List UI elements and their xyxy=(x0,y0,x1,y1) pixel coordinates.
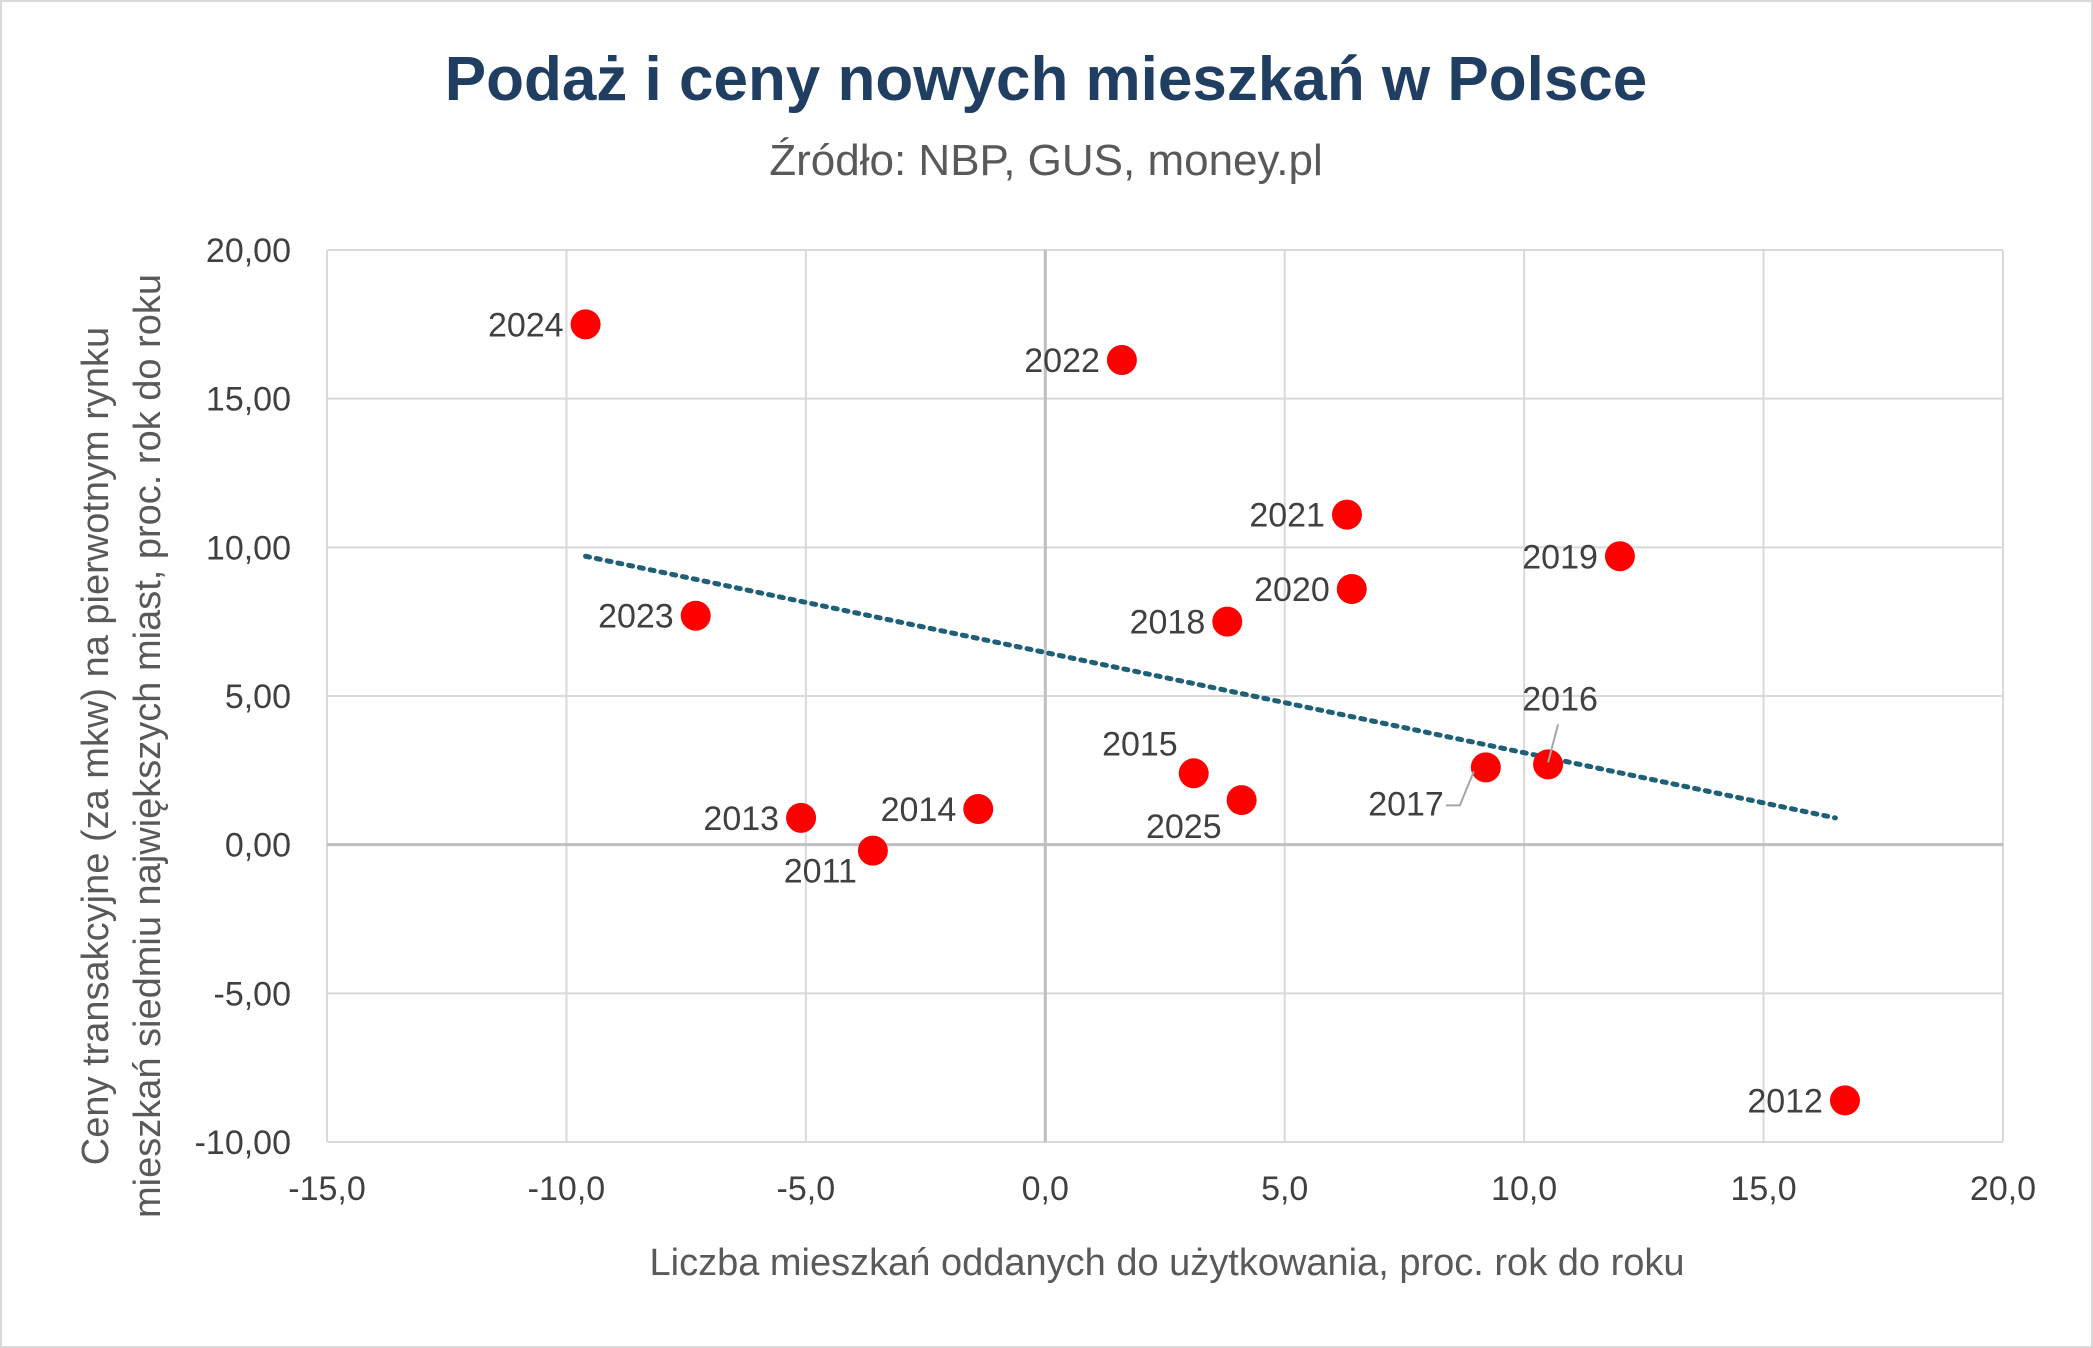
y-tick-label: -5,00 xyxy=(214,975,292,1013)
point-label-2016: 2016 xyxy=(1522,680,1598,718)
y-tick-label: 20,00 xyxy=(206,232,291,270)
point-label-2024: 2024 xyxy=(488,306,564,344)
leader-line xyxy=(1547,724,1560,763)
point-label-2011: 2011 xyxy=(784,853,857,891)
x-axis-title: Liczba mieszkań oddanych do użytkowania,… xyxy=(650,1242,1685,1284)
y-tick-label: 10,00 xyxy=(206,529,291,567)
point-label-2025: 2025 xyxy=(1146,808,1222,846)
x-tick-label: 5,0 xyxy=(1261,1170,1308,1208)
point-label-2020: 2020 xyxy=(1254,571,1330,609)
data-point-2017 xyxy=(1470,752,1501,783)
data-point-2016 xyxy=(1533,749,1564,780)
x-tick-label: -15,0 xyxy=(288,1170,366,1208)
chart-title: Podaż i ceny nowych mieszkań w Polsce xyxy=(445,45,1648,114)
y-axis-title: Ceny transakcyjne (za mkw) na pierwotnym… xyxy=(75,274,169,1218)
point-label-2022: 2022 xyxy=(1024,342,1100,380)
point-label-2021: 2021 xyxy=(1249,497,1325,535)
chart-subtitle: Źródło: NBP, GUS, money.pl xyxy=(769,136,1322,185)
data-point-2025 xyxy=(1226,785,1257,816)
x-tick-label: 10,0 xyxy=(1491,1170,1557,1208)
point-label-2017: 2017 xyxy=(1368,785,1444,823)
y-tick-label: 15,00 xyxy=(206,381,291,419)
data-point-2011 xyxy=(857,835,888,866)
point-label-2015: 2015 xyxy=(1102,725,1178,763)
tick-labels: -15,0 -10,0 -5,0 0,0 5,0 10,0 15,0 20,0 -10,00 -5… xyxy=(195,232,2037,1208)
point-label-2018: 2018 xyxy=(1130,604,1206,642)
point-label-2013: 2013 xyxy=(703,800,779,838)
x-tick-label: -10,0 xyxy=(528,1170,606,1208)
data-point-2020 xyxy=(1336,573,1367,604)
y-axis-title-line-1: Ceny transakcyjne (za mkw) na pierwotnym… xyxy=(75,327,117,1165)
point-labels: 2011 2012 2013 2014 2015 2016 2017 2018 2019 2020… xyxy=(488,306,1823,1120)
point-label-2023: 2023 xyxy=(598,598,674,636)
data-point-2013 xyxy=(786,802,817,833)
x-tick-label: 15,0 xyxy=(1730,1170,1796,1208)
data-point-2023 xyxy=(680,600,711,631)
y-tick-label: 0,00 xyxy=(225,827,291,865)
y-tick-label: 5,00 xyxy=(225,678,291,716)
gridlines xyxy=(326,249,2004,1143)
y-axis-title-line-2: mieszkań siedmiu największych miast, pro… xyxy=(127,274,169,1218)
data-point-2015 xyxy=(1178,758,1209,789)
data-point-2014 xyxy=(963,793,994,824)
trendline-group xyxy=(583,553,1838,821)
data-points xyxy=(570,309,1860,1116)
x-tick-label: -5,0 xyxy=(777,1170,836,1208)
point-label-2019: 2019 xyxy=(1522,538,1598,576)
leader-line xyxy=(1445,770,1475,807)
trendline xyxy=(583,553,1838,821)
data-point-2019 xyxy=(1604,541,1635,572)
data-point-2022 xyxy=(1106,345,1137,376)
x-tick-label: 20,0 xyxy=(1970,1170,2036,1208)
point-label-2014: 2014 xyxy=(881,791,957,829)
point-label-2012: 2012 xyxy=(1747,1082,1823,1120)
axes xyxy=(327,250,2003,1142)
y-tick-label: -10,00 xyxy=(195,1124,291,1162)
x-tick-label: 0,0 xyxy=(1022,1170,1069,1208)
data-point-2024 xyxy=(570,309,601,340)
data-point-2021 xyxy=(1331,499,1362,530)
data-point-2018 xyxy=(1212,606,1243,637)
data-point-2012 xyxy=(1829,1085,1860,1116)
